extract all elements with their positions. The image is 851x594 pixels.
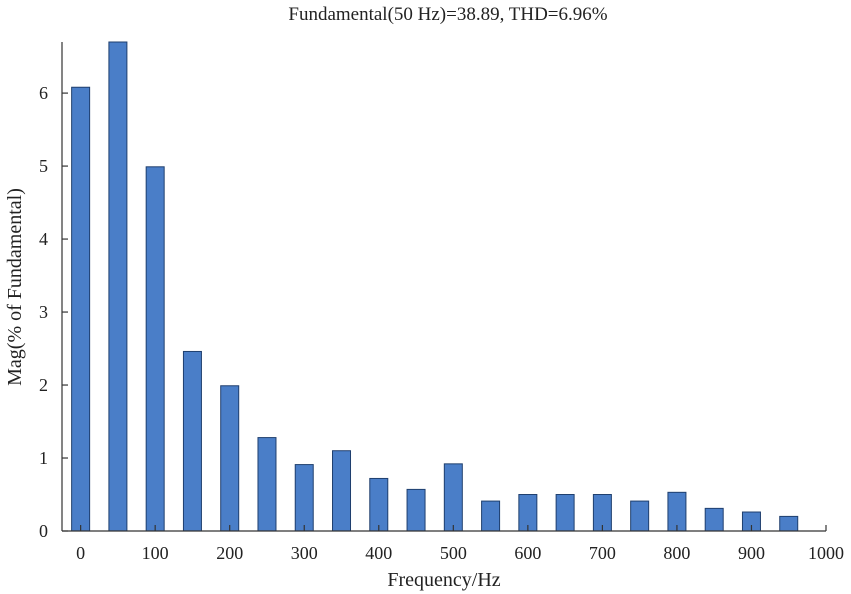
y-tick-label: 6 [39, 83, 48, 103]
chart-title: Fundamental(50 Hz)=38.89, THD=6.96% [288, 4, 607, 25]
x-tick-label: 600 [514, 543, 541, 563]
x-tick-label: 100 [142, 543, 169, 563]
x-axis-label: Frequency/Hz [387, 569, 500, 591]
bar-950hz [779, 515, 799, 532]
y-ticks-group: 0 1 2 3 4 5 6 [39, 83, 68, 541]
x-tick-label: 700 [589, 543, 616, 563]
x-tick-label: 200 [216, 543, 243, 563]
bar-550hz [481, 500, 501, 532]
bar-300hz [294, 464, 314, 532]
bar-350hz [332, 450, 352, 532]
bar-150hz [182, 350, 202, 532]
y-tick-label: 3 [39, 302, 48, 322]
bar-100hz [145, 166, 165, 532]
bars-group [71, 41, 799, 532]
y-tick-label: 4 [39, 229, 48, 249]
bar-750hz [630, 500, 650, 532]
y-tick-label: 5 [39, 156, 48, 176]
x-tick-label: 400 [365, 543, 392, 563]
x-tick-label: 500 [440, 543, 467, 563]
bar-850hz [704, 507, 724, 532]
y-tick-label: 0 [39, 521, 48, 541]
bar-200hz [220, 385, 240, 532]
x-tick-label: 1000 [808, 543, 844, 563]
bar-0hz [71, 86, 91, 532]
x-tick-label: 900 [738, 543, 765, 563]
bar-250hz [257, 437, 277, 532]
bar-50hz [108, 41, 128, 532]
bar-650hz [555, 494, 575, 532]
x-tick-label: 300 [291, 543, 318, 563]
x-ticks-group: 0 100 200 300 400 500 600 700 800 900 1000 [76, 525, 844, 563]
x-tick-label: 800 [663, 543, 690, 563]
y-axis-label: Mag(% of Fundamental) [4, 188, 26, 386]
bar-400hz [369, 477, 389, 532]
x-tick-label: 0 [76, 543, 85, 563]
bar-500hz [443, 463, 463, 532]
y-tick-label: 2 [39, 375, 48, 395]
y-tick-label: 1 [39, 448, 48, 468]
bar-450hz [406, 488, 426, 532]
